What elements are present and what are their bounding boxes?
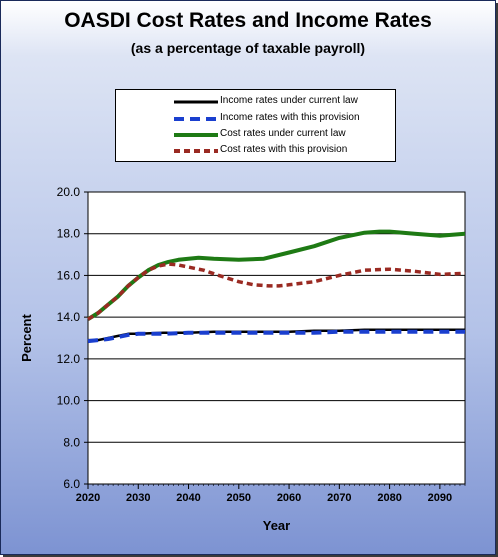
series-income-provision: [87, 329, 465, 344]
legend-item-income-current: Income rates under current law: [116, 94, 395, 110]
legend-item-cost-provision: Cost rates with this provision: [116, 143, 395, 159]
legend-label-cost-current: Cost rates under current law: [220, 128, 346, 139]
x-tick-label: 2080: [377, 492, 401, 504]
y-tick-label: 14.0: [57, 310, 81, 324]
legend-label-income-provision: Income rates with this provision: [220, 112, 360, 123]
chart-title: OASDI Cost Rates and Income Rates: [64, 9, 432, 32]
y-tick-label: 6.0: [63, 477, 80, 491]
y-axis-label: Percent: [19, 313, 34, 361]
legend-swatch-cost-provision: [174, 149, 218, 153]
y-tick-label: 12.0: [57, 352, 81, 366]
legend-item-cost-current: Cost rates under current law: [116, 127, 395, 143]
x-tick-label: 2020: [76, 492, 100, 504]
legend-swatch-income-current: [174, 100, 218, 104]
y-tick-label: 8.0: [63, 435, 80, 449]
plot-background: [87, 191, 466, 485]
series-cost-provision: [87, 262, 466, 321]
y-tick-label: 20.0: [57, 185, 81, 199]
legend-swatch-income-provision: [174, 117, 218, 121]
x-tick-label: 2090: [428, 492, 452, 504]
legend-swatch-cost-current: [174, 133, 218, 137]
legend-label-income-current: Income rates under current law: [220, 95, 358, 106]
y-tick-label: 18.0: [57, 227, 81, 241]
x-tick-label: 2070: [327, 492, 351, 504]
legend-item-income-provision: Income rates with this provision: [116, 111, 395, 127]
x-axis-label: Year: [263, 518, 290, 533]
y-tick-label: 10.0: [57, 394, 81, 408]
x-tick-label: 2040: [176, 492, 200, 504]
legend: Income rates under current law Income ra…: [115, 89, 396, 162]
x-tick-label: 2030: [126, 492, 150, 504]
legend-label-cost-provision: Cost rates with this provision: [220, 144, 348, 155]
x-tick-label: 2060: [277, 492, 301, 504]
x-tick-label: 2050: [227, 492, 251, 504]
y-tick-label: 16.0: [57, 268, 81, 282]
chart-subtitle: (as a percentage of taxable payroll): [130, 40, 366, 56]
